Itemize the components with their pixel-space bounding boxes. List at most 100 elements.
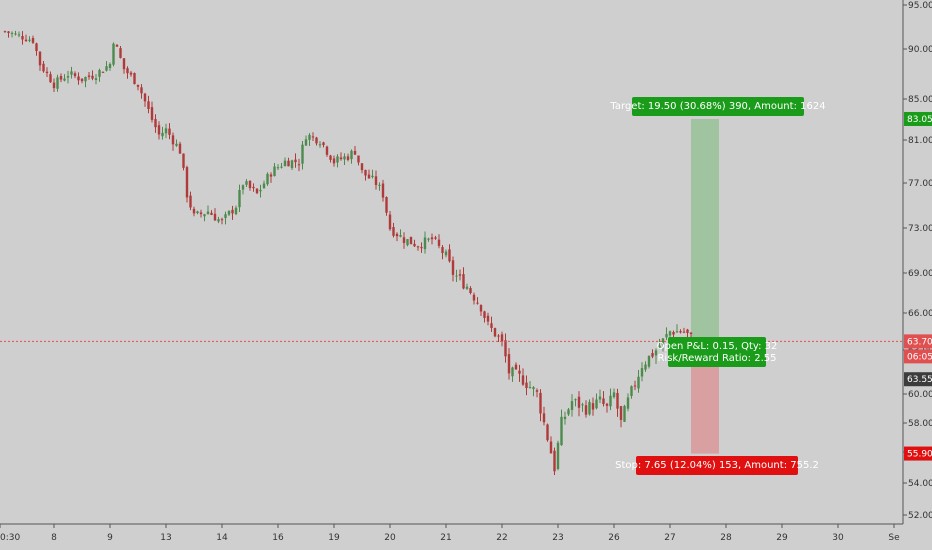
- candle-body: [224, 214, 227, 219]
- candle-body: [528, 387, 532, 389]
- candle-body: [238, 189, 241, 208]
- y-tick-label: 90.00: [908, 45, 932, 55]
- candle: [45, 67, 49, 77]
- candle-body: [360, 163, 364, 171]
- candle: [150, 101, 154, 123]
- candle: [360, 163, 364, 174]
- stop-label[interactable]: Stop: 7.65 (12.04%) 153, Amount: 755.2: [615, 456, 819, 475]
- candle-body: [231, 209, 234, 214]
- candle-body: [665, 334, 668, 338]
- candle-body: [199, 212, 203, 215]
- candle: [675, 324, 679, 333]
- candle: [640, 362, 644, 382]
- candle: [616, 388, 619, 417]
- candle: [231, 205, 234, 220]
- candle: [577, 391, 581, 417]
- candle: [59, 73, 63, 83]
- candle-body: [140, 87, 143, 94]
- candle-body: [98, 70, 101, 77]
- candle: [171, 132, 175, 151]
- candle-body: [385, 197, 388, 213]
- candle: [24, 34, 28, 43]
- candle: [392, 222, 395, 238]
- target-price-tag: 83.05: [904, 111, 932, 126]
- candle-body: [248, 180, 252, 189]
- y-tick-label: 73.00: [908, 224, 932, 234]
- candle: [455, 269, 458, 282]
- candle: [518, 364, 521, 382]
- candle-body: [168, 128, 171, 135]
- candle-body: [577, 396, 581, 408]
- candle-body: [17, 34, 21, 36]
- candle-body: [346, 156, 350, 160]
- candle: [301, 141, 304, 170]
- candle-body: [476, 302, 479, 304]
- candle: [633, 380, 637, 391]
- candle-body: [630, 386, 633, 396]
- candle-body: [297, 164, 301, 166]
- candle: [3, 30, 7, 33]
- candle: [56, 74, 59, 92]
- x-tick-label: 28: [720, 533, 732, 543]
- candle: [444, 249, 448, 258]
- x-tick-label: 9: [107, 533, 113, 543]
- target-price-tag-bg: [904, 111, 932, 126]
- candle: [535, 388, 539, 398]
- candle: [682, 327, 686, 334]
- candle-body: [241, 185, 245, 190]
- candle: [63, 74, 66, 82]
- candle: [77, 72, 80, 85]
- target-label[interactable]: Target: 19.50 (30.68%) 390, Amount: 1624: [609, 97, 826, 116]
- candle-body: [276, 167, 280, 169]
- candle: [647, 355, 651, 369]
- candle-body: [409, 236, 413, 245]
- candle: [542, 406, 546, 426]
- candle-body: [640, 368, 644, 377]
- candle-body: [329, 155, 332, 160]
- candle-body: [406, 239, 409, 246]
- candle: [73, 71, 77, 79]
- candle: [112, 42, 115, 67]
- candle-body: [581, 404, 584, 406]
- candle-body: [584, 405, 588, 415]
- candle-body: [371, 175, 374, 178]
- candle-body: [623, 405, 626, 422]
- candle-body: [647, 355, 651, 367]
- candle-body: [444, 251, 448, 256]
- time-axis[interactable]: 0:30 8 9 13 14 16 19 20 21 22 23 26 27 28 29 30 Se: [0, 524, 900, 543]
- candle: [325, 145, 329, 157]
- candle: [665, 327, 668, 340]
- candle: [441, 244, 444, 260]
- candle: [437, 234, 441, 249]
- candle: [276, 164, 280, 170]
- candle-body: [24, 39, 28, 42]
- candle: [497, 334, 500, 342]
- candle: [269, 172, 273, 183]
- candle: [416, 245, 420, 251]
- candle-body: [322, 142, 325, 146]
- candle-body: [182, 153, 185, 168]
- candle: [504, 333, 507, 363]
- candle-body: [374, 176, 378, 186]
- candle: [500, 331, 504, 347]
- candle-body: [70, 71, 73, 75]
- y-tick-label: 58.00: [908, 419, 932, 429]
- y-tick-label: 77.00: [908, 179, 932, 189]
- candle-body: [451, 260, 455, 275]
- candle: [584, 400, 588, 418]
- candle: [154, 114, 157, 133]
- candle: [339, 152, 343, 161]
- candle-body: [269, 174, 273, 177]
- target-price-tag-text: 83.05: [907, 115, 932, 125]
- candle: [427, 237, 430, 242]
- candle: [108, 62, 112, 71]
- candle: [479, 304, 483, 316]
- candle: [630, 385, 633, 399]
- candle-body: [126, 68, 129, 74]
- candle: [294, 153, 297, 168]
- stop-price-tag: 55.90: [904, 446, 932, 461]
- x-tick-label: 29: [776, 533, 788, 543]
- y-tick-label: 52.00: [908, 511, 932, 521]
